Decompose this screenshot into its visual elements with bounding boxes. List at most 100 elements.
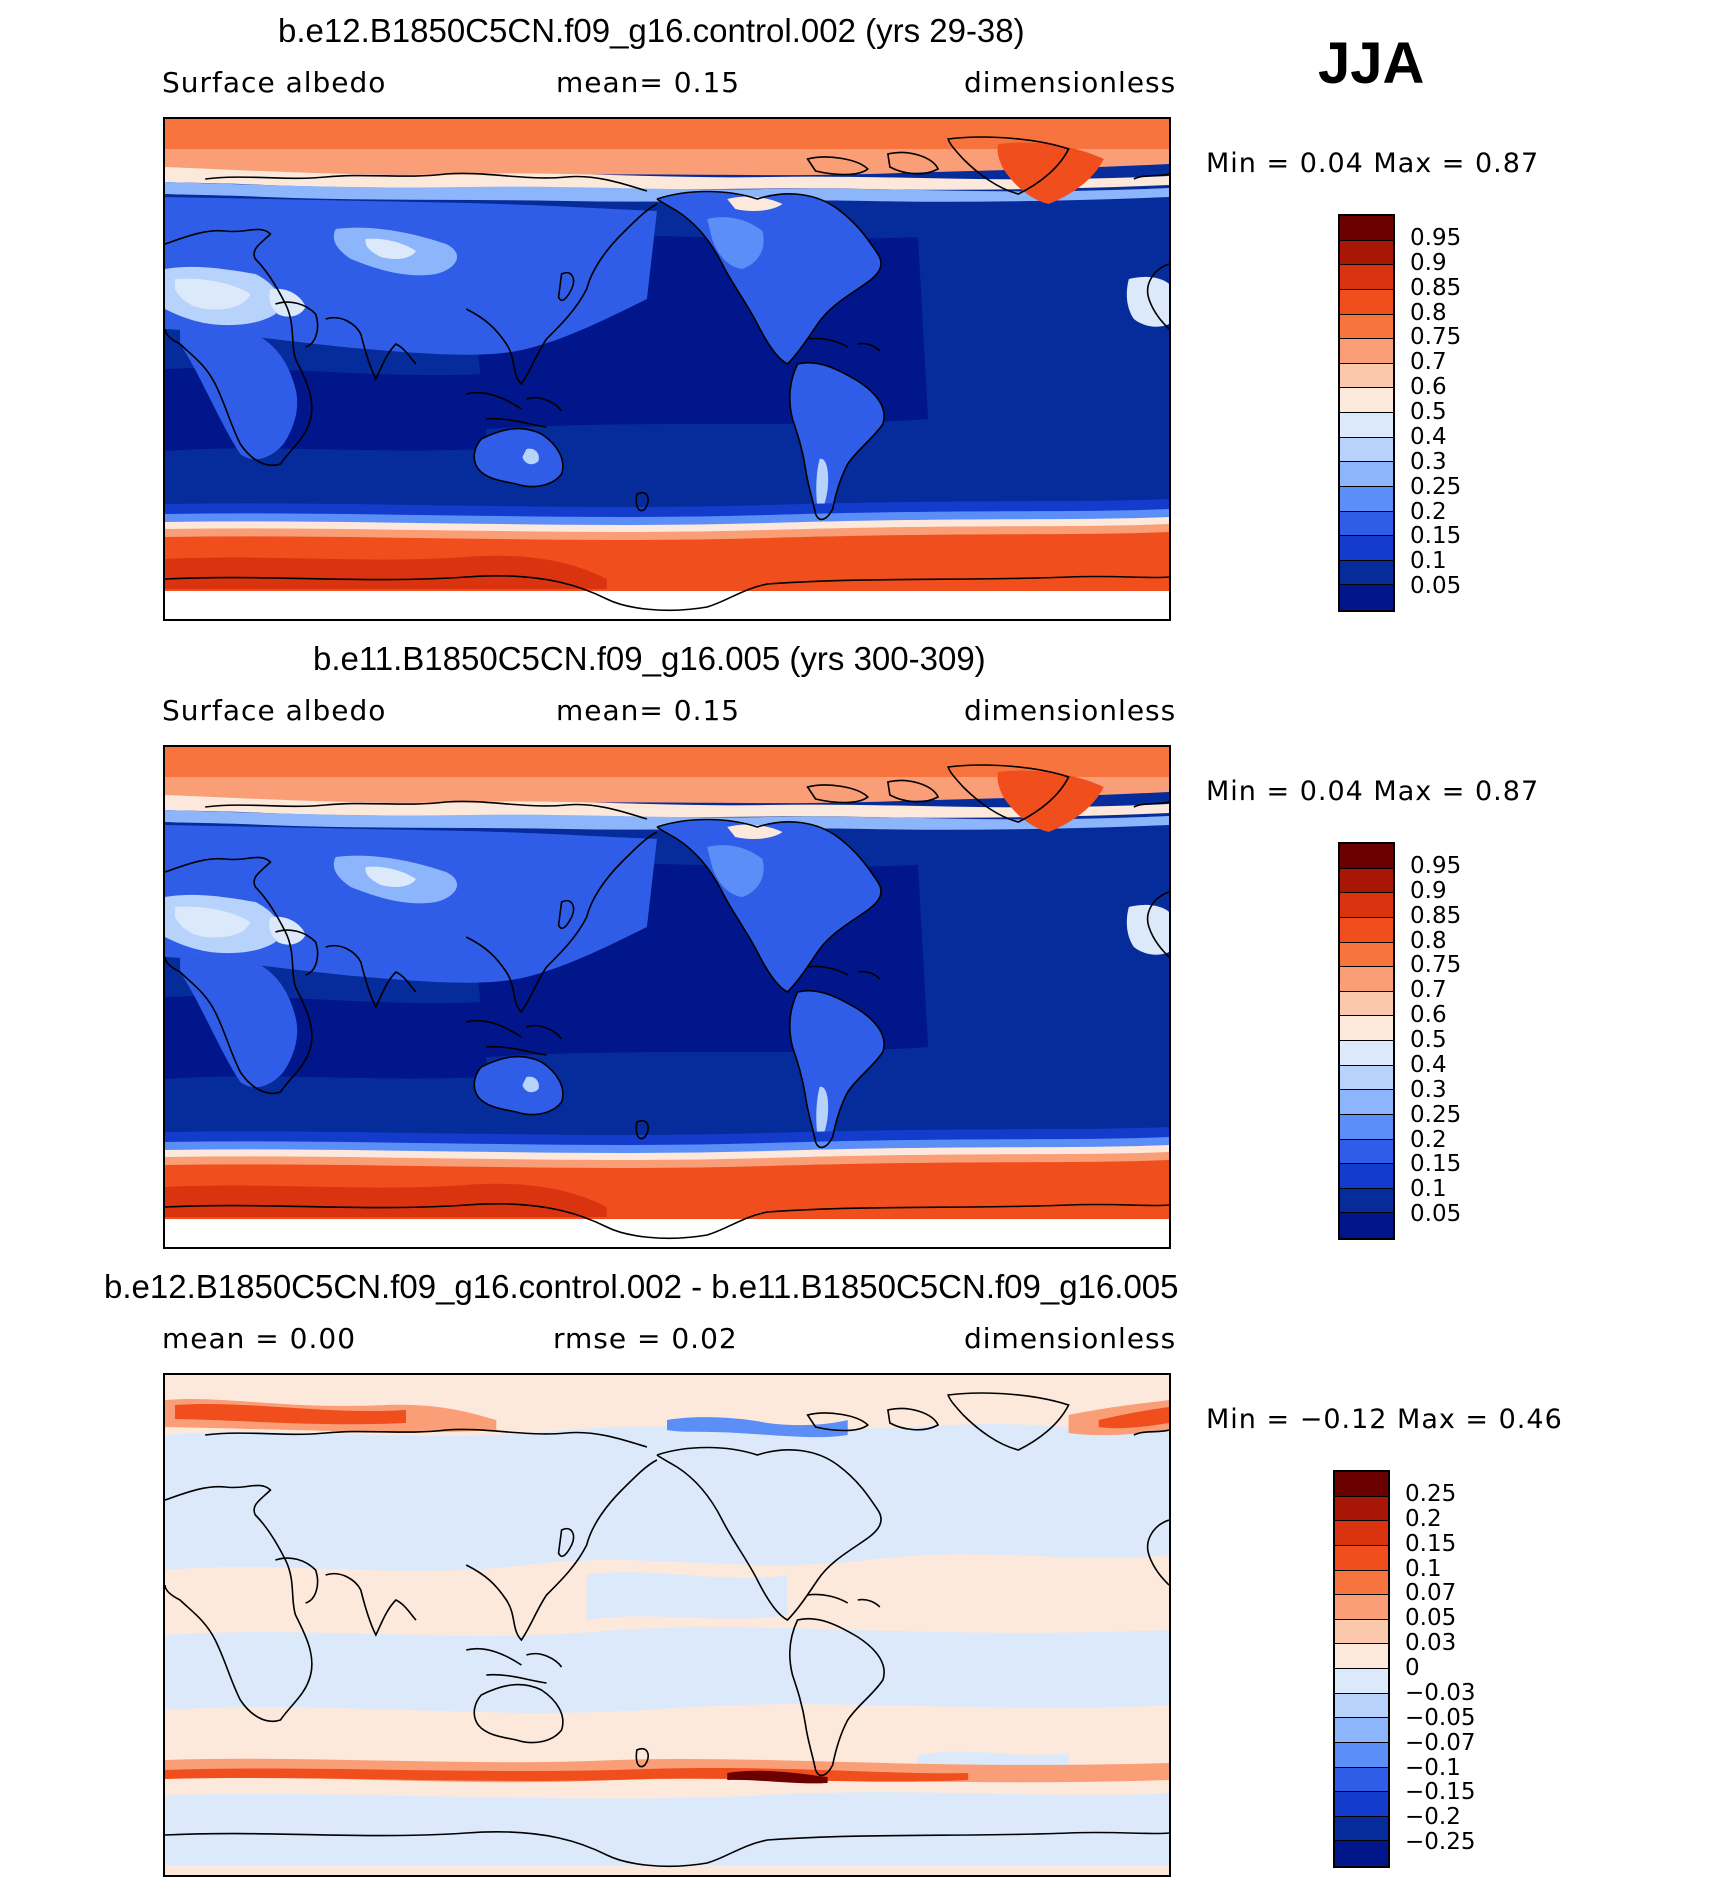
- colorbar-segment: [1340, 991, 1393, 1017]
- colorbar-tick-label: 0.07: [1405, 1580, 1457, 1607]
- colorbar-tick-label: 0.75: [1410, 952, 1462, 979]
- colorbar-tick-label: 0: [1405, 1655, 1420, 1681]
- colorbar-tick-label: −0.07: [1405, 1729, 1476, 1756]
- colorbar-tick-label: 0.8: [1410, 927, 1447, 954]
- colorbar-segment: [1340, 462, 1393, 487]
- colorbar-tick-label: 0.2: [1410, 1126, 1447, 1153]
- colorbar-segment: [1335, 1718, 1388, 1743]
- colorbar-tick-label: 0.3: [1410, 1076, 1447, 1103]
- colorbar-segment: [1335, 1619, 1388, 1645]
- colorbar-tick-label: 0.1: [1410, 1176, 1447, 1203]
- colorbar-segment: [1340, 1065, 1393, 1091]
- colorbar-segment: [1335, 1472, 1388, 1497]
- panel-minmax: Min = −0.12 Max = 0.46: [1206, 1404, 1563, 1435]
- colorbar-segment: [1335, 1496, 1388, 1522]
- colorbar-segment: [1340, 893, 1393, 918]
- colorbar-segment: [1335, 1767, 1388, 1793]
- colorbar-tick-label: 0.6: [1410, 374, 1447, 401]
- colorbar-segment: [1335, 1521, 1388, 1546]
- panel-units-label: dimensionless: [964, 66, 1177, 99]
- colorbar-tick-label: 0.75: [1410, 324, 1462, 351]
- colorbar-labels-control: 0.95 0.9 0.85 0.8 0.75 0.7 0.6 0.5 0.4 0.3 0.25 0.2…: [1410, 214, 1530, 612]
- panel-title-control: b.e12.B1850C5CN.f09_g16.control.002 (yrs…: [278, 12, 1025, 49]
- colorbar-tick-label: 0.15: [1410, 523, 1462, 550]
- colorbar-tick-label: 0.05: [1405, 1605, 1457, 1632]
- colorbar-segment: [1340, 511, 1393, 537]
- colorbar-segment: [1340, 560, 1393, 586]
- colorbar-segment: [1340, 240, 1393, 266]
- colorbar-tick-label: 0.2: [1405, 1505, 1442, 1532]
- colorbar-tick-label: 0.25: [1410, 1101, 1462, 1128]
- colorbar-segment: [1340, 1041, 1393, 1066]
- colorbar-tick-label: 0.95: [1410, 852, 1462, 879]
- panel-minmax: Min = 0.04 Max = 0.87: [1206, 776, 1540, 807]
- colorbar-segment: [1340, 585, 1393, 610]
- colorbar-tick-label: 0.25: [1410, 473, 1462, 500]
- colorbar-tick-label: −0.15: [1405, 1779, 1476, 1806]
- colorbar-tick-label: 0.95: [1410, 224, 1462, 251]
- albedo-diff-map: [163, 1373, 1171, 1877]
- colorbar-tick-label: 0.3: [1410, 448, 1447, 475]
- colorbar-tick-label: 0.03: [1405, 1630, 1457, 1657]
- colorbar-tick-label: 0.9: [1410, 249, 1447, 276]
- colorbar-segment: [1340, 388, 1393, 413]
- panel-title-diff: b.e12.B1850C5CN.f09_g16.control.002 - b.…: [104, 1268, 1179, 1305]
- colorbar-segment: [1340, 289, 1393, 315]
- colorbar-tick-label: 0.85: [1410, 902, 1462, 929]
- colorbar-segment: [1340, 1213, 1393, 1238]
- colorbar-segment: [1340, 1114, 1393, 1140]
- colorbar-tick-label: 0.7: [1410, 349, 1447, 376]
- colorbar-segment: [1335, 1816, 1388, 1842]
- colorbar-segment: [1340, 536, 1393, 561]
- albedo-map-case: [163, 745, 1171, 1249]
- colorbar-tick-label: 0.4: [1410, 423, 1447, 450]
- colorbar-segment: [1340, 1016, 1393, 1041]
- colorbar-labels-diff: 0.25 0.2 0.15 0.1 0.07 0.05 0.03 0 −0.03 −0.05 −0.…: [1405, 1470, 1535, 1868]
- panel-units-label: dimensionless: [964, 694, 1177, 727]
- colorbar-segment: [1335, 1669, 1388, 1694]
- colorbar-segment: [1335, 1570, 1388, 1596]
- colorbar-segment: [1340, 1139, 1393, 1165]
- colorbar-segment: [1335, 1792, 1388, 1817]
- colorbar-control: [1338, 214, 1395, 612]
- colorbar-tick-label: 0.15: [1405, 1530, 1457, 1557]
- colorbar-segment: [1335, 1742, 1388, 1768]
- colorbar-segment: [1340, 844, 1393, 869]
- colorbar-segment: [1340, 339, 1393, 364]
- colorbar-segment: [1340, 1090, 1393, 1115]
- colorbar-tick-label: −0.2: [1405, 1804, 1461, 1831]
- colorbar-segment: [1340, 363, 1393, 389]
- colorbar-segment: [1340, 413, 1393, 438]
- colorbar-segment: [1335, 1595, 1388, 1620]
- colorbar-labels-case: 0.95 0.9 0.85 0.8 0.75 0.7 0.6 0.5 0.4 0.3 0.25 0.2…: [1410, 842, 1530, 1240]
- colorbar-tick-label: 0.25: [1405, 1480, 1457, 1507]
- colorbar-segment: [1340, 942, 1393, 968]
- albedo-map-control: [163, 117, 1171, 621]
- colorbar-segment: [1335, 1644, 1388, 1669]
- colorbar-segment: [1340, 1164, 1393, 1189]
- colorbar-segment: [1335, 1693, 1388, 1719]
- panel-mean-label: mean = 0.00: [162, 1322, 357, 1355]
- colorbar-tick-label: 0.8: [1410, 299, 1447, 326]
- colorbar-tick-label: 0.1: [1405, 1555, 1442, 1582]
- colorbar-tick-label: −0.25: [1405, 1829, 1476, 1856]
- panel-title-case: b.e11.B1850C5CN.f09_g16.005 (yrs 300-309…: [313, 640, 986, 677]
- colorbar-segment: [1340, 314, 1393, 340]
- colorbar-segment: [1340, 265, 1393, 290]
- colorbar-segment: [1340, 437, 1393, 463]
- colorbar-diff: [1333, 1470, 1390, 1868]
- colorbar-tick-label: −0.03: [1405, 1679, 1476, 1706]
- colorbar-tick-label: 0.5: [1410, 399, 1447, 425]
- colorbar-tick-label: 0.5: [1410, 1027, 1447, 1053]
- colorbar-segment: [1340, 486, 1393, 512]
- colorbar-segment: [1340, 967, 1393, 992]
- colorbar-segment: [1340, 917, 1393, 943]
- colorbar-case: [1338, 842, 1395, 1240]
- panel-rmse-label: rmse = 0.02: [553, 1322, 738, 1355]
- colorbar-tick-label: 0.05: [1410, 573, 1462, 600]
- colorbar-tick-label: −0.1: [1405, 1754, 1461, 1781]
- colorbar-tick-label: 0.6: [1410, 1002, 1447, 1029]
- colorbar-segment: [1340, 216, 1393, 241]
- colorbar-tick-label: 0.05: [1410, 1201, 1462, 1228]
- panel-minmax: Min = 0.04 Max = 0.87: [1206, 148, 1540, 179]
